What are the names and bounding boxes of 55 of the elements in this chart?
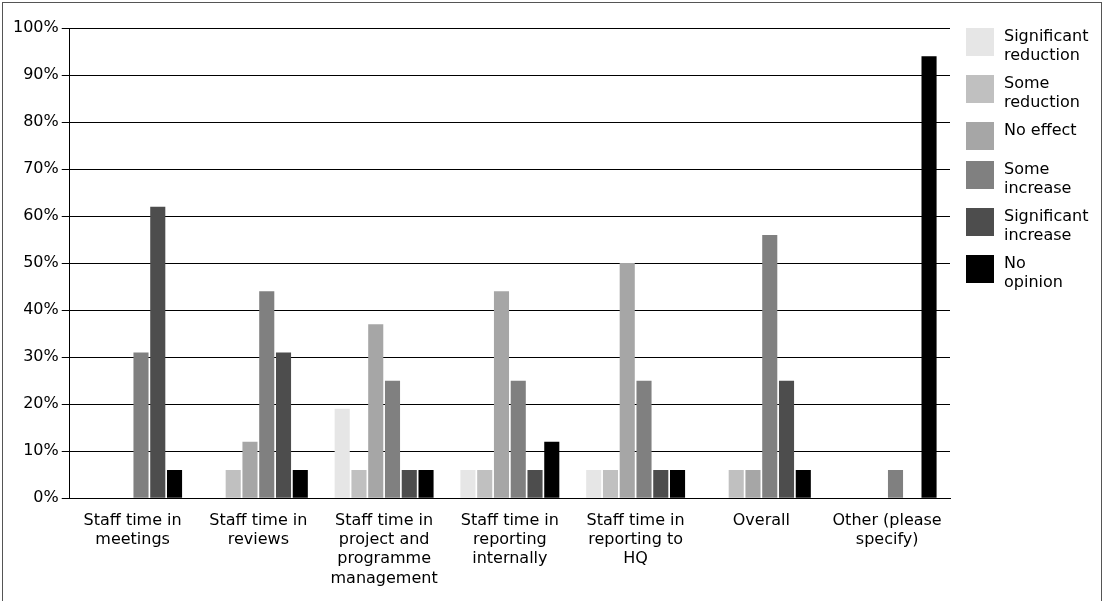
bar <box>384 380 401 498</box>
bar <box>887 469 904 498</box>
bar <box>477 469 493 498</box>
bar <box>728 469 744 498</box>
bar <box>334 408 350 498</box>
bar <box>586 469 602 498</box>
x-tick-label: Staff time in reviews <box>209 509 308 549</box>
x-tick-label: Other (please specify) <box>832 509 942 549</box>
bar <box>602 469 619 498</box>
bar <box>669 469 686 498</box>
bar <box>493 291 510 498</box>
x-tick-label: Staff time in meetings <box>83 509 182 549</box>
y-tick-label: 100% <box>12 17 59 37</box>
y-tick-label: 0% <box>33 487 59 507</box>
bar <box>745 469 761 498</box>
legend-label: No effect <box>1004 120 1078 139</box>
legend-label: Some reduction <box>1004 73 1081 111</box>
y-tick-label: 10% <box>23 440 59 460</box>
bar <box>259 291 275 498</box>
bar <box>242 441 258 498</box>
bar <box>292 469 308 498</box>
y-tick-label: 50% <box>23 252 59 272</box>
y-tick-label: 30% <box>23 346 59 366</box>
bar <box>762 234 778 498</box>
bar <box>460 469 476 498</box>
bar <box>527 469 543 498</box>
y-tick-label: 80% <box>23 111 59 131</box>
bar <box>351 469 367 498</box>
y-tick-label: 20% <box>23 393 59 413</box>
bar <box>150 206 166 498</box>
bar <box>133 352 149 498</box>
bar <box>368 324 384 498</box>
bar <box>619 263 635 498</box>
x-tick-label: Staff time in reporting to HQ <box>586 509 685 568</box>
legend-label: Significant reduction <box>1004 26 1089 64</box>
x-tick-label: Staff time in reporting internally <box>460 509 559 568</box>
bar <box>275 352 292 498</box>
legend-label: No opinion <box>1004 253 1064 291</box>
x-tick-label: Overall <box>732 509 790 529</box>
y-tick-label: 90% <box>23 64 59 84</box>
y-tick-label: 40% <box>23 299 59 319</box>
bar <box>225 469 241 498</box>
bar <box>636 380 652 498</box>
bar <box>418 469 434 498</box>
legend-label: Significant increase <box>1004 206 1089 244</box>
y-tick-label: 60% <box>23 205 59 225</box>
y-tick-label: 70% <box>23 158 59 178</box>
legend-label: Some increase <box>1004 159 1073 197</box>
x-tick-label: Staff time in project and programme management <box>330 509 438 587</box>
bar <box>778 380 795 498</box>
bar <box>510 380 526 498</box>
bar <box>653 469 669 498</box>
bar <box>401 469 417 498</box>
bar <box>166 469 183 498</box>
bar <box>795 469 811 498</box>
